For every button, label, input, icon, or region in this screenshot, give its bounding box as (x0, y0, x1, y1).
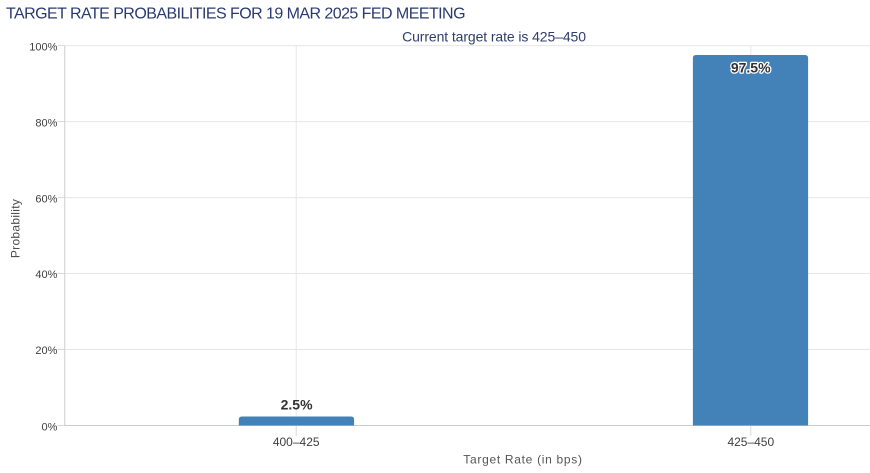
svg-text:400–425: 400–425 (273, 435, 320, 449)
svg-text:20%: 20% (35, 345, 57, 357)
svg-text:100%: 100% (29, 41, 57, 53)
svg-text:Probability: Probability (9, 199, 23, 258)
svg-text:2.5%: 2.5% (281, 397, 313, 413)
svg-text:97.5%: 97.5% (731, 60, 771, 76)
svg-text:60%: 60% (35, 193, 57, 205)
svg-text:Target Rate (in bps): Target Rate (in bps) (463, 453, 582, 467)
svg-text:80%: 80% (35, 117, 57, 129)
svg-text:40%: 40% (35, 269, 57, 281)
svg-text:0%: 0% (41, 421, 57, 433)
svg-text:425–450: 425–450 (727, 435, 774, 449)
svg-text:TARGET RATE PROBABILITIES FOR: TARGET RATE PROBABILITIES FOR 19 MAR 202… (6, 6, 465, 23)
svg-text:Current target rate is 425–450: Current target rate is 425–450 (402, 29, 586, 45)
